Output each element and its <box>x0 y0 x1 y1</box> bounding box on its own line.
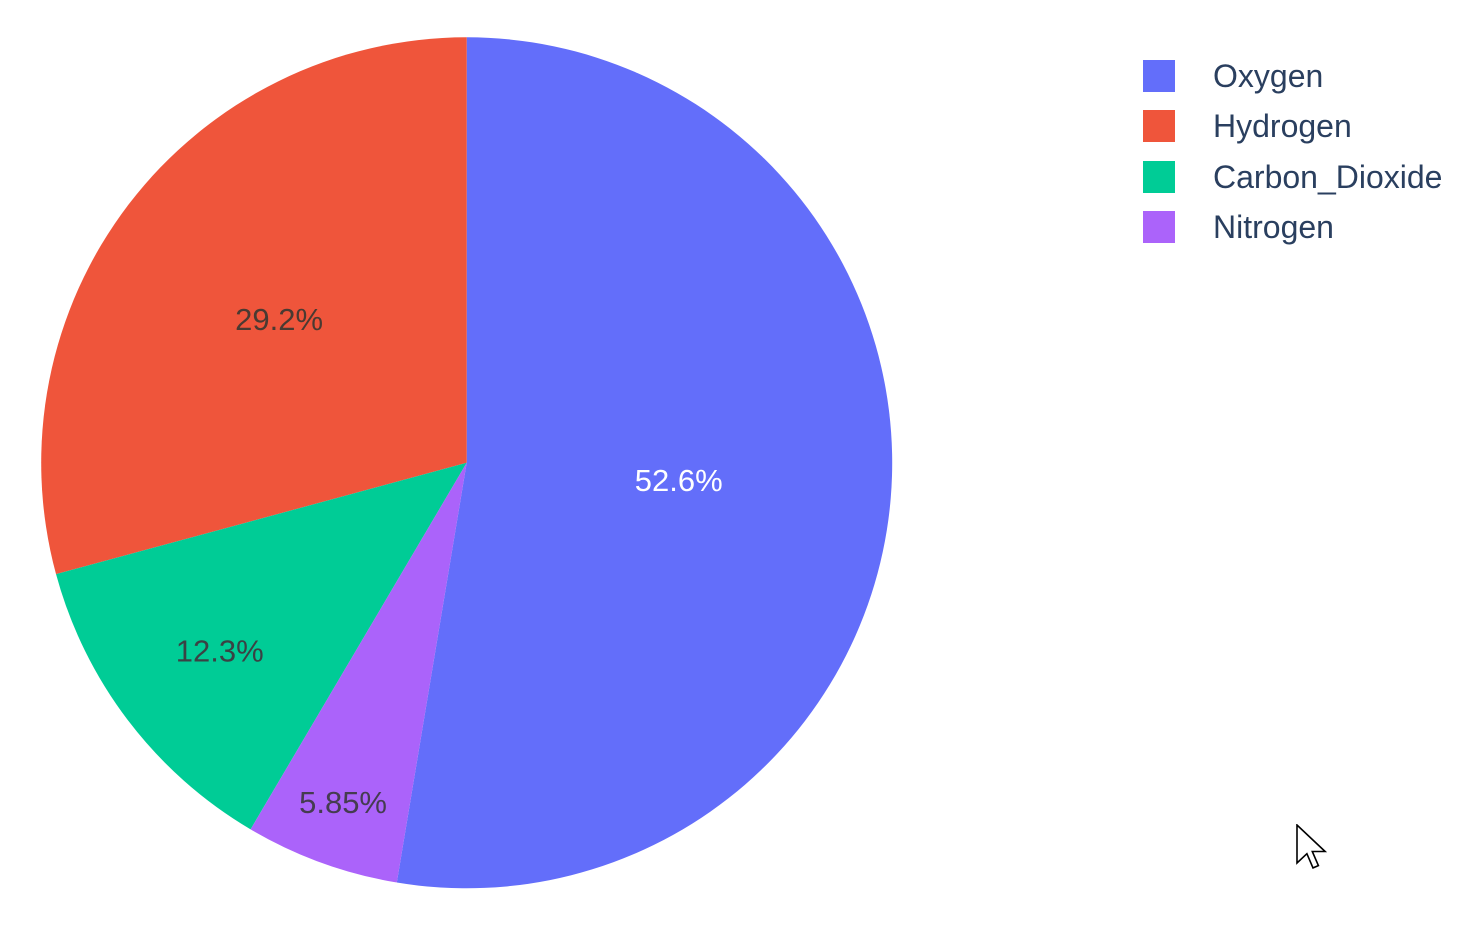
legend-item-oxygen[interactable]: Oxygen <box>1143 51 1442 101</box>
legend-label: Nitrogen <box>1213 209 1334 246</box>
legend-swatch-icon <box>1143 110 1175 143</box>
legend: Oxygen Hydrogen Carbon_Dioxide Nitrogen <box>1143 51 1442 252</box>
legend-swatch-icon <box>1143 60 1175 93</box>
pie-slice-nitrogen[interactable] <box>250 462 467 883</box>
legend-item-hydrogen[interactable]: Hydrogen <box>1143 101 1442 151</box>
pie-slice-hydrogen[interactable] <box>41 37 467 575</box>
pie-slice-oxygen[interactable] <box>396 37 893 889</box>
legend-label: Carbon_Dioxide <box>1213 158 1443 195</box>
legend-label: Hydrogen <box>1213 108 1352 145</box>
legend-item-nitrogen[interactable]: Nitrogen <box>1143 202 1442 252</box>
pie-slice-carbon_dioxide[interactable] <box>56 462 467 830</box>
legend-swatch-icon <box>1143 160 1175 193</box>
legend-item-carbon_dioxide[interactable]: Carbon_Dioxide <box>1143 152 1442 202</box>
legend-swatch-icon <box>1143 211 1175 244</box>
legend-label: Oxygen <box>1213 58 1324 95</box>
